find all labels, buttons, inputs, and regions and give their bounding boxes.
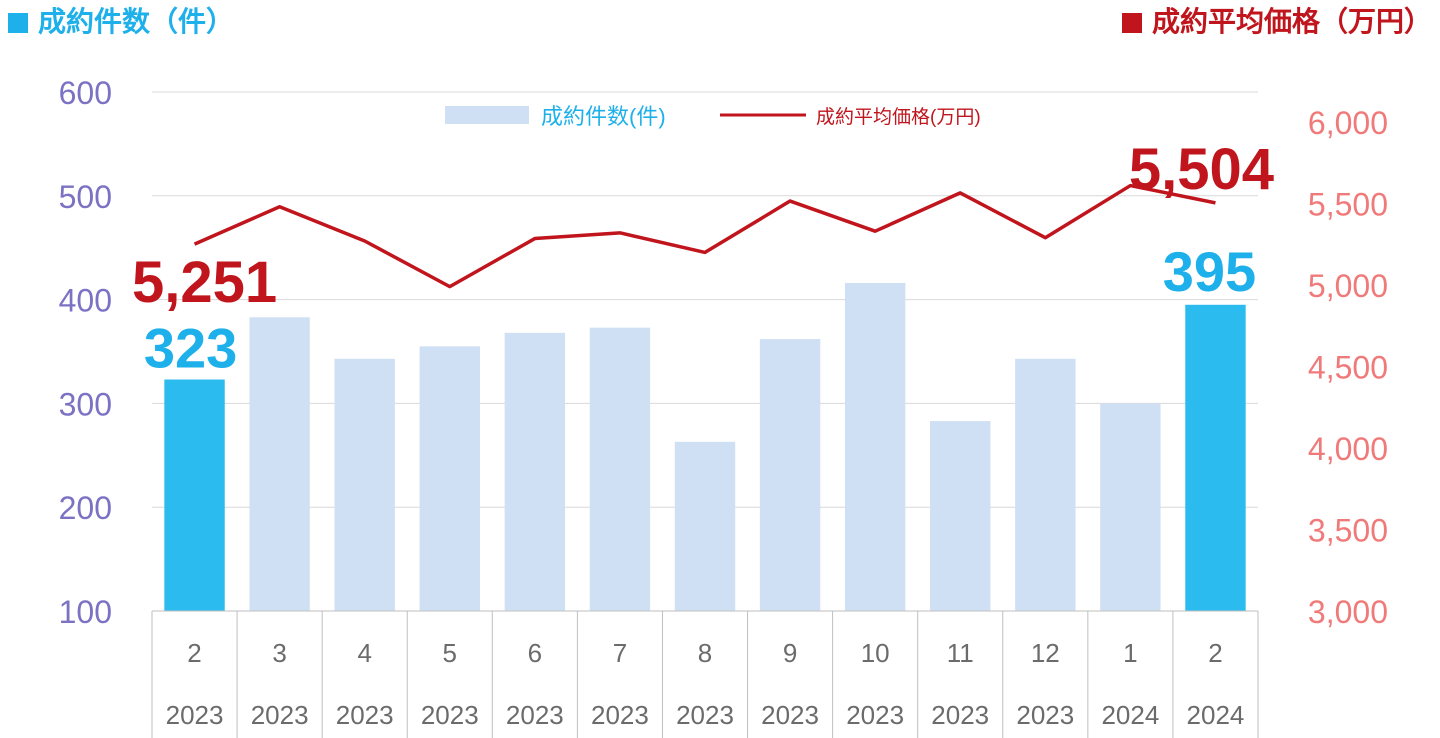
left-axis-tick-label: 500 <box>59 179 112 215</box>
x-tick-label-year: 2023 <box>591 700 649 730</box>
right-axis-tick-label: 5,500 <box>1308 187 1388 223</box>
x-tick-label-month: 8 <box>698 638 712 668</box>
bar <box>504 332 566 611</box>
x-tick-label-year: 2023 <box>421 700 479 730</box>
line-axis-title-text: 成約平均価格（万円） <box>1151 6 1432 37</box>
bar <box>844 282 906 611</box>
left-axis-tick-label: 300 <box>59 386 112 422</box>
right-axis-tick-label: 6,000 <box>1308 105 1388 141</box>
x-tick-label-year: 2023 <box>846 700 904 730</box>
x-tick-label-year: 2024 <box>1101 700 1159 730</box>
price-data-label: 5,251 <box>132 250 277 315</box>
count-data-label: 395 <box>1163 240 1256 303</box>
right-axis-tick-label: 4,500 <box>1308 350 1388 386</box>
bar <box>1185 304 1246 611</box>
x-tick-label-month: 9 <box>783 638 797 668</box>
right-axis-tick-label: 3,000 <box>1308 594 1388 630</box>
x-tick-label-month: 4 <box>357 638 371 668</box>
bar <box>1015 358 1076 611</box>
bar-axis-title: 成約件数（件） <box>8 2 234 42</box>
x-tick-label-month: 10 <box>861 638 890 668</box>
bar <box>419 346 480 611</box>
bar <box>674 441 736 611</box>
legend-bar-swatch <box>445 106 529 124</box>
right-axis-tick-label: 4,000 <box>1308 431 1388 467</box>
x-tick-label-year: 2023 <box>506 700 564 730</box>
bar <box>249 317 310 611</box>
x-tick-label-month: 12 <box>1031 638 1060 668</box>
right-axis-tick-label: 5,000 <box>1308 268 1388 304</box>
bar <box>759 339 821 611</box>
bar <box>334 358 395 611</box>
x-tick-label-month: 2 <box>1208 638 1222 668</box>
bar <box>164 379 225 611</box>
left-axis-tick-label: 600 <box>59 75 112 111</box>
price-line <box>193 183 1216 289</box>
x-tick-label-year: 2024 <box>1187 700 1245 730</box>
legend-bar-label: 成約件数(件) <box>541 104 666 129</box>
x-tick-label-year: 2023 <box>676 700 734 730</box>
line-legend-square <box>1121 13 1142 33</box>
count-data-label: 323 <box>144 317 237 380</box>
bar-axis-title-text: 成約件数（件） <box>38 6 235 37</box>
line-axis-title: 成約平均価格（万円） <box>1121 2 1432 42</box>
x-tick-label-year: 2023 <box>931 700 989 730</box>
bar <box>930 421 991 611</box>
left-axis-tick-label: 200 <box>59 490 112 526</box>
x-tick-label-year: 2023 <box>166 700 224 730</box>
x-tick-label-year: 2023 <box>336 700 394 730</box>
legend-line-label: 成約平均価格(万円) <box>816 106 981 128</box>
left-axis-tick-label: 100 <box>59 594 112 630</box>
x-tick-label-year: 2023 <box>1016 700 1074 730</box>
x-tick-label-year: 2023 <box>761 700 819 730</box>
x-tick-label-month: 3 <box>272 638 286 668</box>
x-tick-label-month: 1 <box>1123 638 1137 668</box>
bar <box>1100 403 1161 611</box>
x-tick-label-month: 5 <box>443 638 457 668</box>
price-data-label: 5,504 <box>1129 137 1274 202</box>
x-tick-label-month: 7 <box>613 638 627 668</box>
x-tick-label-month: 11 <box>947 638 974 668</box>
bar <box>589 327 651 611</box>
x-tick-label-month: 6 <box>528 638 542 668</box>
left-axis-tick-label: 400 <box>59 283 112 319</box>
x-tick-label-month: 2 <box>187 638 201 668</box>
bar-legend-square <box>8 13 28 33</box>
right-axis-tick-label: 3,500 <box>1308 513 1388 549</box>
x-tick-label-year: 2023 <box>251 700 309 730</box>
